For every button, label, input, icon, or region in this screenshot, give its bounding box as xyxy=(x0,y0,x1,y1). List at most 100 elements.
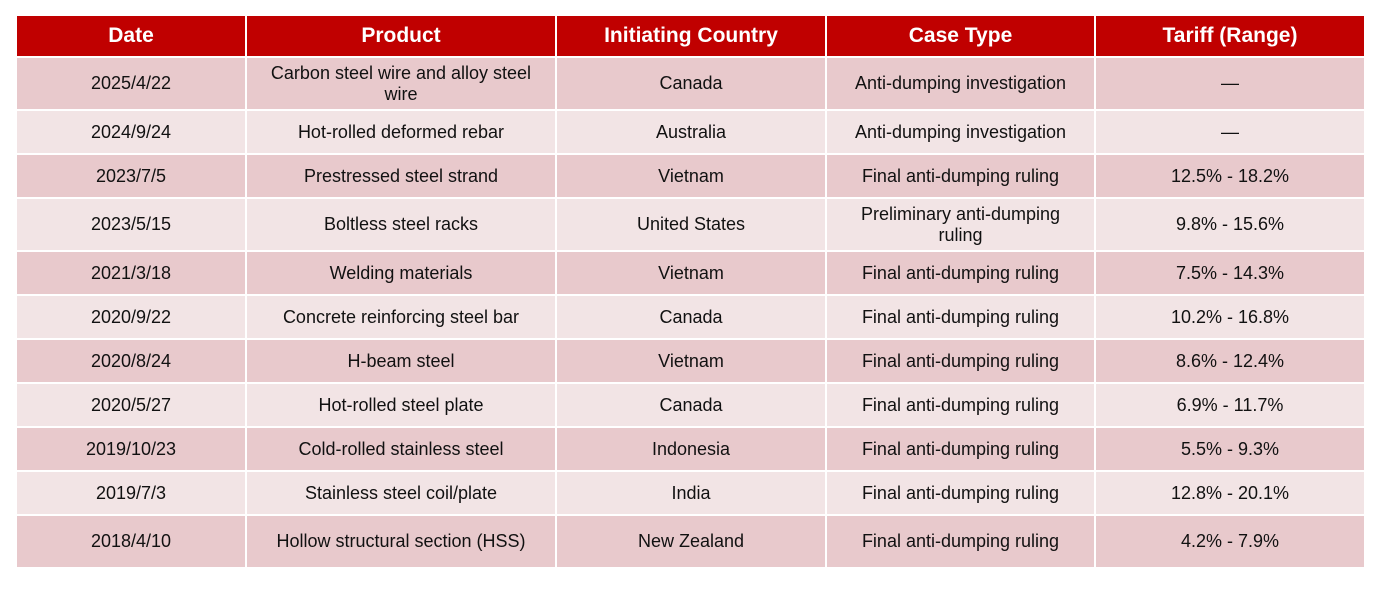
table-cell: 4.2% - 7.9% xyxy=(1094,514,1366,569)
cell-text: United States xyxy=(636,214,746,234)
table-cell: Final anti-dumping ruling xyxy=(825,514,1096,569)
table-cell: 8.6% - 12.4% xyxy=(1094,338,1366,384)
table-cell: 2021/3/18 xyxy=(15,250,247,296)
table-body: 2025/4/22 Carbon steel wire and alloy ste… xyxy=(15,56,1366,569)
table-row: 2021/3/18 Welding materials Vietnam Final a… xyxy=(15,250,1366,296)
cell-text: 2023/5/15 xyxy=(90,214,172,234)
cell-text: Canada xyxy=(659,306,723,327)
column-header: Initiating Country xyxy=(555,14,827,58)
table-cell: H-beam steel xyxy=(245,338,557,384)
table-cell: Vietnam xyxy=(555,338,827,384)
cell-text: Canada xyxy=(659,394,723,415)
column-header: Date xyxy=(15,14,247,58)
cell-text: Final anti-dumping ruling xyxy=(861,306,1060,327)
cell-text: Preliminary anti-dumping ruling xyxy=(860,203,1061,245)
table-cell: 2018/4/10 xyxy=(15,514,247,569)
cell-text: 2019/10/23 xyxy=(85,438,177,459)
table-cell: Preliminary anti-dumping ruling xyxy=(825,197,1096,252)
table-cell: Vietnam xyxy=(555,153,827,199)
cell-text: Anti-dumping investigation xyxy=(854,121,1067,142)
cell-text: Final anti-dumping ruling xyxy=(861,262,1060,283)
cell-text: Indonesia xyxy=(651,438,731,459)
cell-text: Final anti-dumping ruling xyxy=(861,531,1060,551)
cell-text: Welding materials xyxy=(329,262,473,283)
table-cell: Indonesia xyxy=(555,426,827,472)
table-cell: Final anti-dumping ruling xyxy=(825,153,1096,199)
table-cell: India xyxy=(555,470,827,516)
table-cell: 2023/7/5 xyxy=(15,153,247,199)
cell-text: Vietnam xyxy=(658,165,724,186)
table-cell: Carbon steel wire and alloy steel wire xyxy=(245,56,557,111)
cell-text: 2019/7/3 xyxy=(95,482,167,503)
cell-text: — xyxy=(1221,121,1239,142)
table-cell: Stainless steel coil/plate xyxy=(245,470,557,516)
table-row: 2023/7/5 Prestressed steel strand Vietnam F… xyxy=(15,153,1366,199)
table-cell: United States xyxy=(555,197,827,252)
table-container: Date Product Initiating Country Case Type Ta… xyxy=(15,14,1366,569)
table-row: 2020/8/24 H-beam steel Vietnam Final anti-d… xyxy=(15,338,1366,384)
table-cell: 2024/9/24 xyxy=(15,109,247,155)
table-row: 2018/4/10 Hollow structural section (HSS)… xyxy=(15,514,1366,569)
cell-text: Final anti-dumping ruling xyxy=(861,482,1060,503)
table-row: 2019/7/3 Stainless steel coil/plate India F… xyxy=(15,470,1366,516)
cell-text: India xyxy=(671,482,711,503)
table-cell: 6.9% - 11.7% xyxy=(1094,382,1366,428)
cell-text: 2018/4/10 xyxy=(90,531,172,551)
table-cell: 2023/5/15 xyxy=(15,197,247,252)
table-cell: — xyxy=(1094,56,1366,111)
cell-text: Vietnam xyxy=(658,262,724,283)
cell-text: 12.8% - 20.1% xyxy=(1170,482,1290,503)
column-header: Product xyxy=(245,14,557,58)
cell-text: 2024/9/24 xyxy=(90,121,172,142)
table-row: 2020/9/22 Concrete reinforcing steel bar C… xyxy=(15,294,1366,340)
table-cell: 9.8% - 15.6% xyxy=(1094,197,1366,252)
table-cell: Hollow structural section (HSS) xyxy=(245,514,557,569)
cell-text: 2023/7/5 xyxy=(95,165,167,186)
cell-text: H-beam steel xyxy=(347,350,455,371)
cell-text: 2021/3/18 xyxy=(90,262,172,283)
table-cell: 2019/7/3 xyxy=(15,470,247,516)
cell-text: Prestressed steel strand xyxy=(303,165,499,186)
cell-text: 5.5% - 9.3% xyxy=(1180,438,1280,459)
cell-text: — xyxy=(1221,73,1239,93)
table-cell: 12.8% - 20.1% xyxy=(1094,470,1366,516)
cell-text: Hot-rolled deformed rebar xyxy=(297,121,505,142)
cell-text: 2020/8/24 xyxy=(90,350,172,371)
table-row: 2025/4/22 Carbon steel wire and alloy ste… xyxy=(15,56,1366,111)
cell-text: 7.5% - 14.3% xyxy=(1175,262,1285,283)
table-cell: Anti-dumping investigation xyxy=(825,56,1096,111)
cell-text: 8.6% - 12.4% xyxy=(1175,350,1285,371)
cell-text: 4.2% - 7.9% xyxy=(1180,531,1280,551)
cell-text: 12.5% - 18.2% xyxy=(1170,165,1290,186)
table-cell: Welding materials xyxy=(245,250,557,296)
cell-text: Final anti-dumping ruling xyxy=(861,438,1060,459)
table-row: 2024/9/24 Hot-rolled deformed rebar Austra… xyxy=(15,109,1366,155)
table-cell: Prestressed steel strand xyxy=(245,153,557,199)
cell-text: New Zealand xyxy=(637,531,745,551)
table-cell: Hot-rolled deformed rebar xyxy=(245,109,557,155)
table-cell: Canada xyxy=(555,382,827,428)
table-cell: Hot-rolled steel plate xyxy=(245,382,557,428)
cell-text: Stainless steel coil/plate xyxy=(304,482,498,503)
table-cell: Australia xyxy=(555,109,827,155)
table-cell: Final anti-dumping ruling xyxy=(825,470,1096,516)
cell-text: Concrete reinforcing steel bar xyxy=(282,306,520,327)
header-row: Date Product Initiating Country Case Type Ta… xyxy=(15,14,1366,58)
table-cell: Anti-dumping investigation xyxy=(825,109,1096,155)
cell-text: Carbon steel wire and alloy steel wire xyxy=(270,62,532,104)
table-row: 2023/5/15 Boltless steel racks United Stat… xyxy=(15,197,1366,252)
table-row: 2020/5/27 Hot-rolled steel plate Canada Fin… xyxy=(15,382,1366,428)
cell-text: Vietnam xyxy=(658,350,724,371)
cell-text: Australia xyxy=(655,121,727,142)
cell-text: 2020/9/22 xyxy=(90,306,172,327)
table-cell: Final anti-dumping ruling xyxy=(825,294,1096,340)
table-cell: 2020/9/22 xyxy=(15,294,247,340)
cell-text: Final anti-dumping ruling xyxy=(861,394,1060,415)
table-cell: Canada xyxy=(555,294,827,340)
cell-text: Final anti-dumping ruling xyxy=(861,350,1060,371)
table-cell: 12.5% - 18.2% xyxy=(1094,153,1366,199)
cell-text: 10.2% - 16.8% xyxy=(1170,306,1290,327)
table-cell: Final anti-dumping ruling xyxy=(825,382,1096,428)
cell-text: Final anti-dumping ruling xyxy=(861,165,1060,186)
table-cell: 2019/10/23 xyxy=(15,426,247,472)
